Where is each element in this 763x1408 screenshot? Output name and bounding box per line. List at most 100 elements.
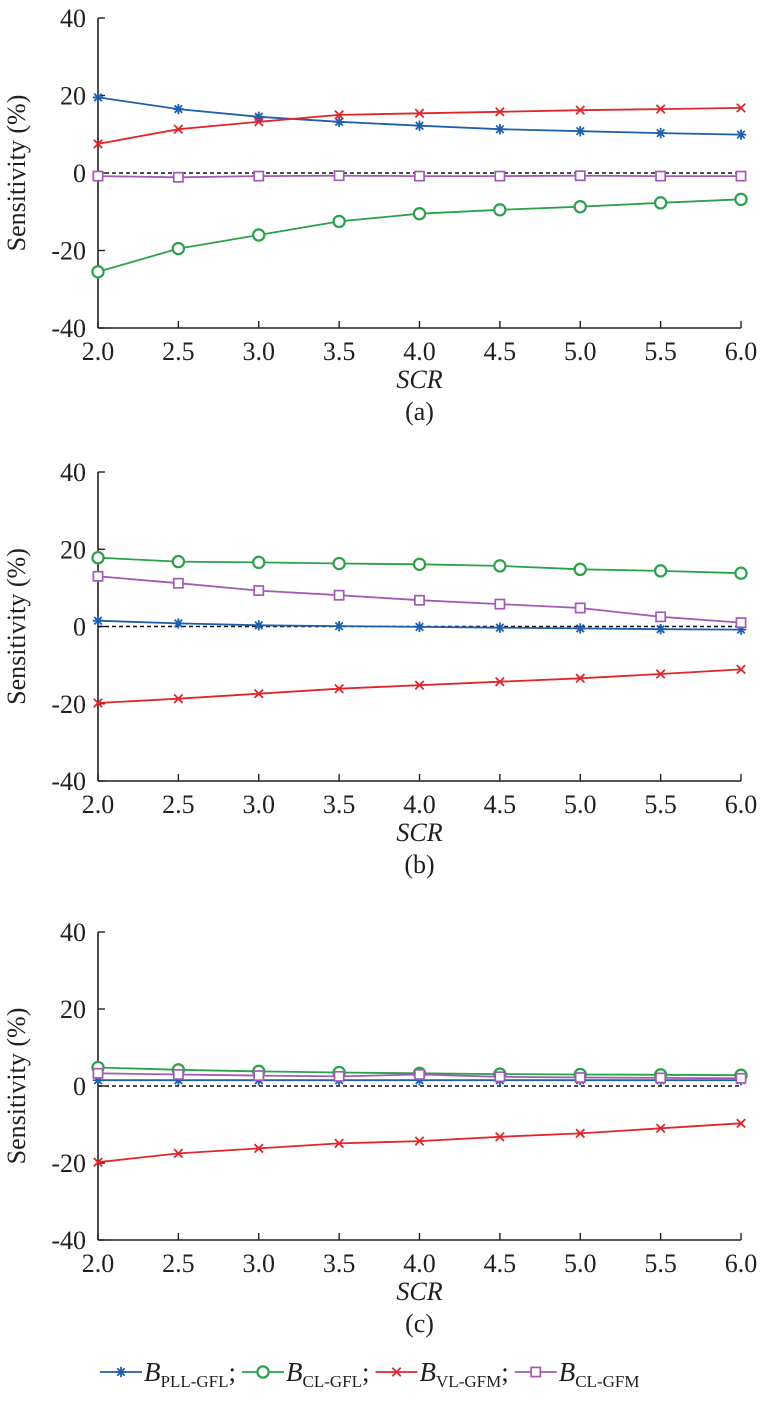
data-point-cl_gfm: [655, 1072, 667, 1084]
x-tick-label: 4.0: [403, 337, 436, 366]
data-point-vl_gfm: [495, 676, 505, 687]
x-tick-label: 3.0: [243, 790, 276, 819]
data-point-vl_gfm: [495, 1131, 505, 1142]
data-point-cl_gfl: [573, 200, 587, 214]
y-tick-label: -40: [51, 1226, 86, 1255]
legend-marker-vl_gfm: [391, 1367, 402, 1377]
x-tick-label: 4.0: [403, 790, 436, 819]
legend-separator: ;: [362, 1357, 370, 1387]
data-point-pll_gfl: [735, 624, 747, 635]
legend-label-main: B: [286, 1357, 303, 1387]
series-pll_gfl: [92, 92, 747, 140]
legend-separator: ;: [229, 1357, 237, 1387]
legend-label-subscript: VL-GFM: [436, 1372, 501, 1391]
data-point-pll_gfl: [92, 615, 104, 626]
panel-label: (c): [405, 1309, 434, 1338]
series-vl_gfm: [93, 103, 746, 149]
x-tick-label: 3.5: [323, 1249, 356, 1278]
series-cl_gfm: [92, 170, 747, 183]
series-cl_gfl: [91, 551, 748, 580]
x-tick-label: 5.0: [564, 1249, 597, 1278]
legend-marker-cl_gfm: [530, 1366, 542, 1378]
y-tick-label: -40: [51, 767, 86, 796]
data-point-cl_gfl: [653, 196, 668, 210]
data-point-pll_gfl: [333, 620, 345, 632]
x-tick-label: 3.5: [323, 790, 356, 819]
data-point-pll_gfl: [655, 127, 666, 139]
data-point-cl_gfl: [171, 241, 186, 256]
data-point-vl_gfm: [253, 688, 264, 699]
legend-item-pll_gfl: BPLL-GFL;: [100, 1357, 236, 1391]
data-point-cl_gfm: [92, 170, 104, 182]
data-point-vl_gfm: [736, 103, 746, 113]
data-point-vl_gfm: [655, 104, 666, 114]
series-pll_gfl: [92, 615, 747, 635]
x-tick-label: 6.0: [725, 1249, 758, 1278]
data-point-cl_gfl: [493, 559, 507, 573]
data-point-cl_gfl: [332, 214, 346, 229]
data-point-cl_gfm: [735, 617, 747, 629]
data-point-cl_gfm: [494, 598, 506, 610]
data-point-cl_gfm: [333, 589, 345, 601]
legend-item-cl_gfl: BCL-GFL;: [242, 1357, 370, 1391]
legend: BPLL-GFL; BCL-GFL; BVL-GFM; BCL-GFM: [100, 1357, 639, 1391]
data-point-cl_gfl: [493, 203, 507, 217]
data-point-vl_gfm: [575, 1128, 586, 1139]
legend-label-main: B: [144, 1357, 161, 1387]
x-axis-title: SCR: [396, 365, 442, 394]
x-tick-label: 5.5: [644, 337, 677, 366]
x-tick-label: 3.5: [323, 337, 356, 366]
data-point-cl_gfl: [653, 564, 668, 578]
data-point-pll_gfl: [655, 624, 666, 635]
x-tick-label: 6.0: [725, 337, 758, 366]
data-point-vl_gfm: [253, 117, 264, 127]
data-point-cl_gfm: [253, 170, 265, 182]
data-point-vl_gfm: [495, 106, 505, 117]
data-point-pll_gfl: [735, 129, 747, 140]
data-point-cl_gfl: [91, 551, 105, 565]
y-tick-label: -40: [51, 314, 86, 343]
data-point-cl_gfl: [573, 562, 587, 577]
x-tick-label: 3.0: [243, 1249, 276, 1278]
data-point-pll_gfl: [494, 124, 506, 135]
y-tick-label: 20: [60, 82, 86, 111]
panel-label: (a): [405, 397, 434, 426]
data-point-cl_gfl: [252, 228, 266, 242]
legend-item-vl_gfm: BVL-GFM;: [375, 1357, 509, 1391]
x-tick-label: 2.0: [82, 337, 115, 366]
x-tick-label: 2.5: [162, 790, 195, 819]
data-point-cl_gfl: [252, 555, 266, 570]
data-point-cl_gfm: [333, 170, 345, 182]
data-point-cl_gfm: [574, 170, 586, 182]
data-point-pll_gfl: [173, 103, 184, 115]
data-point-cl_gfl: [91, 265, 105, 279]
series-vl_gfm: [93, 664, 746, 708]
chart-panel-2: 40 20 0 -20 -402.0 2.5 3.0 3.5 4.0 4.5 5.0 5.5 6.0 Se…: [2, 458, 757, 879]
data-point-cl_gfl: [734, 566, 748, 580]
data-point-cl_gfm: [655, 611, 667, 623]
x-tick-label: 4.0: [403, 1249, 436, 1278]
data-point-vl_gfm: [414, 108, 425, 119]
y-tick-label: 40: [60, 4, 86, 33]
legend-label-subscript: CL-GFL: [303, 1372, 363, 1391]
data-point-cl_gfm: [574, 602, 586, 614]
data-point-cl_gfm: [414, 1068, 425, 1080]
data-point-cl_gfm: [172, 577, 184, 589]
data-point-pll_gfl: [92, 92, 104, 103]
data-point-vl_gfm: [93, 1157, 103, 1168]
data-point-cl_gfm: [253, 1070, 265, 1082]
data-point-cl_gfm: [253, 585, 265, 597]
data-point-vl_gfm: [575, 673, 586, 684]
data-point-pll_gfl: [414, 1075, 425, 1086]
data-point-cl_gfl: [171, 554, 186, 569]
legend-label-vl_gfm: BVL-GFM;: [420, 1357, 509, 1391]
y-tick-label: 40: [60, 918, 86, 947]
x-tick-label: 2.0: [82, 790, 115, 819]
y-axis-title: Sensitivity (%): [2, 548, 31, 705]
data-point-vl_gfm: [334, 110, 344, 120]
x-tick-label: 6.0: [725, 790, 758, 819]
y-tick-label: -20: [51, 690, 86, 719]
x-tick-label: 2.5: [162, 1249, 195, 1278]
series-cl_gfl: [91, 192, 748, 279]
